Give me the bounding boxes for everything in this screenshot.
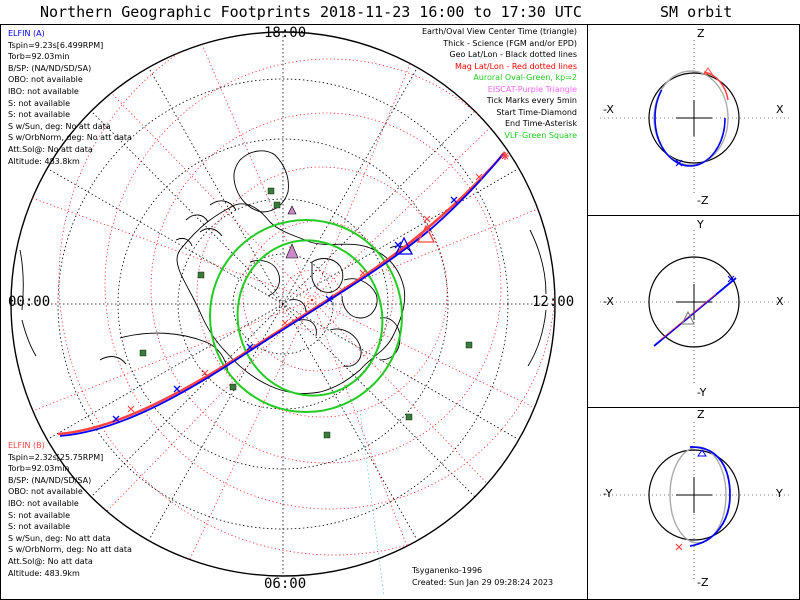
- elfin-a-line: Att.Sol@: No att data: [8, 144, 93, 154]
- view-center-line: [359, 409, 385, 597]
- elfin-b-line: Torb=92.03min: [8, 464, 70, 474]
- elfin-a-name: ELFIN (A): [8, 29, 45, 38]
- map-legend: Earth/Oval View Center Time (triangle) T…: [422, 26, 577, 141]
- elfin-b-ticks: [127, 173, 483, 413]
- legend-item: Geo Lat/Lon - Black dotted lines: [449, 50, 577, 59]
- map-title: Northern Geographic Footprints 2018-11-2…: [40, 3, 582, 21]
- model-credit: Tsyganenko-1996: [412, 566, 483, 575]
- orbit-title: SM orbit: [660, 3, 733, 21]
- elfin-a-info: ELFIN (A) Tspin=9.23s[6.499RPM] Torb=92.…: [8, 28, 132, 167]
- hour-label-left: 00:00: [8, 294, 51, 310]
- orbit-xy-plot: [600, 230, 790, 385]
- elfin-b-line: S w/Sun, deg: No att data: [8, 533, 111, 543]
- orbit-axis-label: Z: [697, 408, 705, 421]
- elfin-b-line: OBO: not available: [8, 487, 83, 497]
- elfin-a-line: Tspin=9.23s[6.499RPM]: [8, 40, 104, 50]
- orbit-axis-label: X: [776, 103, 784, 116]
- elfin-b-line: Tspin=2.32s[25.75RPM]: [8, 452, 104, 462]
- vlf-stations: [139, 187, 473, 439]
- elfin-a-line: Torb=92.03min: [8, 52, 70, 62]
- legend-item: Thick - Science (FGM and/or EPD): [443, 38, 577, 48]
- hour-label-top: 18:00: [264, 25, 307, 41]
- elfin-a-track: [59, 153, 504, 437]
- orbit-axis-label: X: [776, 295, 784, 308]
- mag-grid: [11, 32, 555, 576]
- legend-item: Earth/Oval View Center Time (triangle): [421, 27, 577, 36]
- legend-item: EISCAT-Purple Triangle: [487, 84, 577, 94]
- elfin-b-line: B/SP: (NA/ND/SD/SA): [8, 475, 92, 485]
- orbit-axis-label: -X: [603, 103, 614, 116]
- elfin-b-line: S w/OrbNorm, deg: No att data: [8, 545, 132, 555]
- elfin-b-line: S: not available: [8, 510, 71, 520]
- elfin-a-line: Altitude: 483.8km: [8, 156, 80, 166]
- end-asterisk: [501, 152, 509, 160]
- orbit-axis-label: -Z: [697, 194, 709, 207]
- elfin-b-line: IBO: not available: [8, 498, 79, 508]
- orbit-axis-label: Z: [697, 27, 705, 40]
- elfin-a-line: S: not available: [8, 110, 71, 120]
- legend-item: End Time-Asterisk: [504, 119, 577, 128]
- hour-label-right: 12:00: [532, 294, 575, 310]
- legend-item: Auroral Oval-Green, kp=2: [473, 73, 577, 82]
- elfin-a-line: S: not available: [8, 98, 71, 108]
- elfin-b-line: S: not available: [8, 522, 71, 532]
- orbit-axis-label: -Y: [603, 487, 613, 500]
- legend-item: Tick Marks every 5min: [486, 96, 577, 105]
- elfin-b-line: Att.Sol@: No att data: [8, 556, 93, 566]
- eiscat-triangle: [285, 243, 299, 259]
- orbit-axis-label: Y: [776, 487, 783, 500]
- geo-grid: [11, 32, 555, 576]
- view-center-b: [416, 224, 436, 243]
- orbit-xz-plot: [600, 40, 790, 195]
- orbit-axis-label: -Y: [697, 386, 707, 399]
- created-credit: Created: Sun Jan 29 09:28:24 2023: [412, 578, 554, 587]
- coastlines: [19, 150, 547, 395]
- view-center-a: [394, 236, 414, 255]
- elfin-a-line: S w/OrbNorm, deg: No att data: [8, 133, 132, 143]
- elfin-b-track: [57, 151, 506, 436]
- orbit-yz-plot: [600, 422, 790, 580]
- hour-label-bottom: 06:00: [264, 576, 307, 592]
- elfin-b-info: ELFIN (B) Tspin=2.32s[25.75RPM] Torb=92.…: [8, 440, 132, 579]
- eiscat-triangle-2: [287, 205, 297, 215]
- elfin-b-name: ELFIN (B): [8, 441, 45, 450]
- auroral-oval: [209, 219, 403, 413]
- elfin-a-line: IBO: not available: [8, 86, 79, 96]
- legend-item: VLF-Green Square: [504, 130, 577, 140]
- elfin-a-line: B/SP: (NA/ND/SD/SA): [8, 63, 92, 73]
- orbit-axis-label: Y: [697, 218, 704, 231]
- elfin-a-line: OBO: not available: [8, 75, 83, 85]
- orbit-axis-label: -X: [603, 295, 614, 308]
- orbit-axis-label: -Z: [697, 576, 709, 589]
- elfin-b-line: Altitude: 483.9km: [8, 568, 80, 578]
- legend-item: Mag Lat/Lon - Red dotted lines: [454, 61, 577, 71]
- legend-item: Start Time-Diamond: [496, 107, 577, 117]
- elfin-a-line: S w/Sun, deg: No att data: [8, 121, 111, 131]
